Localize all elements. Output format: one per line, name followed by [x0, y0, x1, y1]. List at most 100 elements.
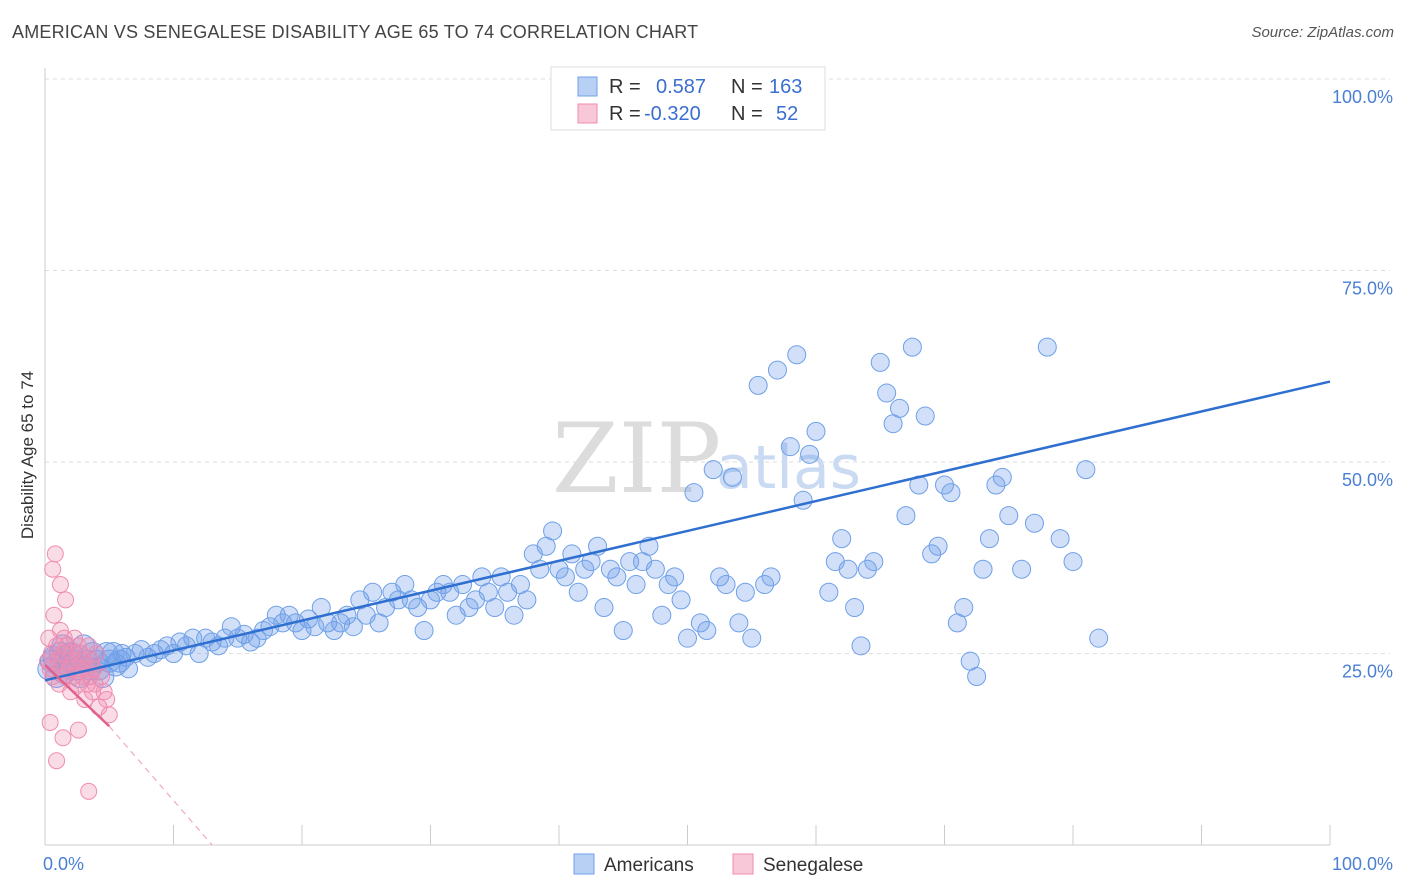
americans-point-46 — [247, 628, 267, 648]
senegalese-point-50 — [44, 560, 62, 578]
americans-point-132 — [806, 421, 826, 441]
y-tick-label-100: 100.0% — [1332, 87, 1393, 107]
americans-point-58 — [324, 621, 344, 641]
americans-point-96 — [568, 582, 588, 602]
americans-point-97 — [575, 559, 595, 579]
americans-point-140 — [864, 552, 884, 572]
americans-point-72 — [414, 621, 434, 641]
americans-point-112 — [671, 590, 691, 610]
americans-point-158 — [979, 529, 999, 549]
senegalese-r-label: R = — [609, 103, 641, 125]
americans-point-94 — [555, 567, 575, 587]
americans-point-118 — [710, 567, 730, 587]
americans-point-146 — [902, 337, 922, 357]
americans-point-156 — [967, 666, 987, 686]
americans-point-168 — [1089, 628, 1109, 648]
senegalese-point-45 — [54, 729, 72, 747]
series-legend: Americans Senegalese — [573, 853, 863, 876]
senegalese-point-40 — [93, 667, 111, 685]
americans-point-61 — [343, 617, 363, 637]
americans-point-109 — [652, 605, 672, 625]
americans-point-128 — [780, 437, 800, 457]
senegalese-point-38 — [87, 645, 105, 662]
americans-point-123 — [742, 628, 762, 648]
americans-point-121 — [729, 613, 749, 633]
americans-bottom-swatch — [573, 853, 595, 875]
americans-point-116 — [697, 621, 717, 641]
americans-point-150 — [928, 536, 948, 556]
americans-point-144 — [890, 398, 910, 418]
stats-legend: R = 0.587 N = 163 R = -0.320 N = 52 — [550, 66, 826, 131]
x-tick-label-100: 100.0% — [1332, 854, 1393, 874]
americans-point-114 — [684, 483, 704, 503]
senegalese-legend-swatch — [577, 103, 598, 124]
americans-point-92 — [543, 521, 563, 541]
senegalese-point-47 — [80, 782, 98, 800]
americans-point-120 — [722, 467, 742, 487]
americans-point-164 — [1037, 337, 1057, 357]
senegalese-point-44 — [48, 752, 66, 770]
americans-point-145 — [896, 506, 916, 526]
senegalese-point-48 — [51, 576, 69, 594]
americans-point-141 — [870, 352, 890, 372]
americans-point-166 — [1063, 552, 1083, 572]
senegalese-point-5 — [45, 606, 63, 624]
americans-point-122 — [735, 582, 755, 602]
senegalese-point-42 — [98, 690, 116, 708]
grid-lines — [45, 78, 1390, 654]
americans-point-126 — [761, 567, 781, 587]
senegalese-n-value: 52 — [776, 103, 798, 125]
tick-labels: 25.0% 50.0% 75.0% 100.0% 0.0% 100.0% — [43, 87, 1393, 874]
americans-point-160 — [992, 467, 1012, 487]
senegalese-point-49 — [57, 591, 75, 609]
americans-point-127 — [767, 360, 787, 380]
americans-point-103 — [613, 621, 633, 641]
americans-point-119 — [716, 575, 736, 595]
americans-point-161 — [999, 506, 1019, 526]
americans-point-83 — [485, 598, 505, 618]
americans-point-124 — [748, 375, 768, 395]
americans-n-value: 163 — [769, 76, 802, 98]
senegalese-point-43 — [100, 706, 118, 724]
americans-point-113 — [678, 628, 697, 648]
americans-point-136 — [838, 559, 858, 579]
axes — [44, 68, 1331, 846]
americans-point-152 — [941, 483, 961, 503]
americans-point-125 — [755, 575, 775, 595]
americans-point-115 — [690, 613, 710, 633]
americans-point-133 — [819, 582, 839, 602]
americans-r-value: 0.587 — [656, 76, 706, 98]
americans-r-label: R = — [609, 76, 641, 98]
senegalese-bottom-label: Senegalese — [763, 855, 863, 876]
americans-point-167 — [1076, 460, 1096, 480]
y-tick-label-75: 75.0% — [1342, 279, 1393, 299]
y-tick-label-50: 50.0% — [1342, 470, 1393, 490]
americans-n-label: N = — [731, 76, 763, 98]
americans-point-157 — [973, 559, 993, 579]
americans-point-148 — [915, 406, 935, 426]
watermark: ZIP atlas — [552, 403, 861, 515]
americans-point-137 — [845, 598, 865, 618]
watermark-atlas: atlas — [716, 433, 861, 503]
senegalese-bottom-swatch — [732, 853, 754, 875]
americans-point-105 — [626, 575, 646, 595]
senegalese-point-6 — [46, 545, 64, 563]
americans-point-111 — [665, 567, 685, 587]
americans-point-162 — [1012, 559, 1032, 579]
americans-bottom-label: Americans — [604, 855, 694, 876]
senegalese-r-value: -0.320 — [644, 103, 701, 125]
americans-point-163 — [1024, 513, 1044, 533]
americans-point-59 — [331, 613, 351, 633]
americans-point-79 — [459, 598, 479, 618]
americans-point-154 — [954, 598, 974, 618]
americans-point-139 — [857, 559, 877, 579]
americans-point-165 — [1050, 529, 1070, 549]
americans-point-135 — [832, 529, 852, 549]
americans-point-102 — [607, 567, 627, 587]
americans-point-151 — [935, 475, 954, 495]
watermark-zip: ZIP — [552, 403, 721, 515]
trend-lines — [44, 380, 1331, 846]
y-tick-label-25: 25.0% — [1342, 662, 1393, 682]
americans-point-108 — [645, 559, 665, 579]
